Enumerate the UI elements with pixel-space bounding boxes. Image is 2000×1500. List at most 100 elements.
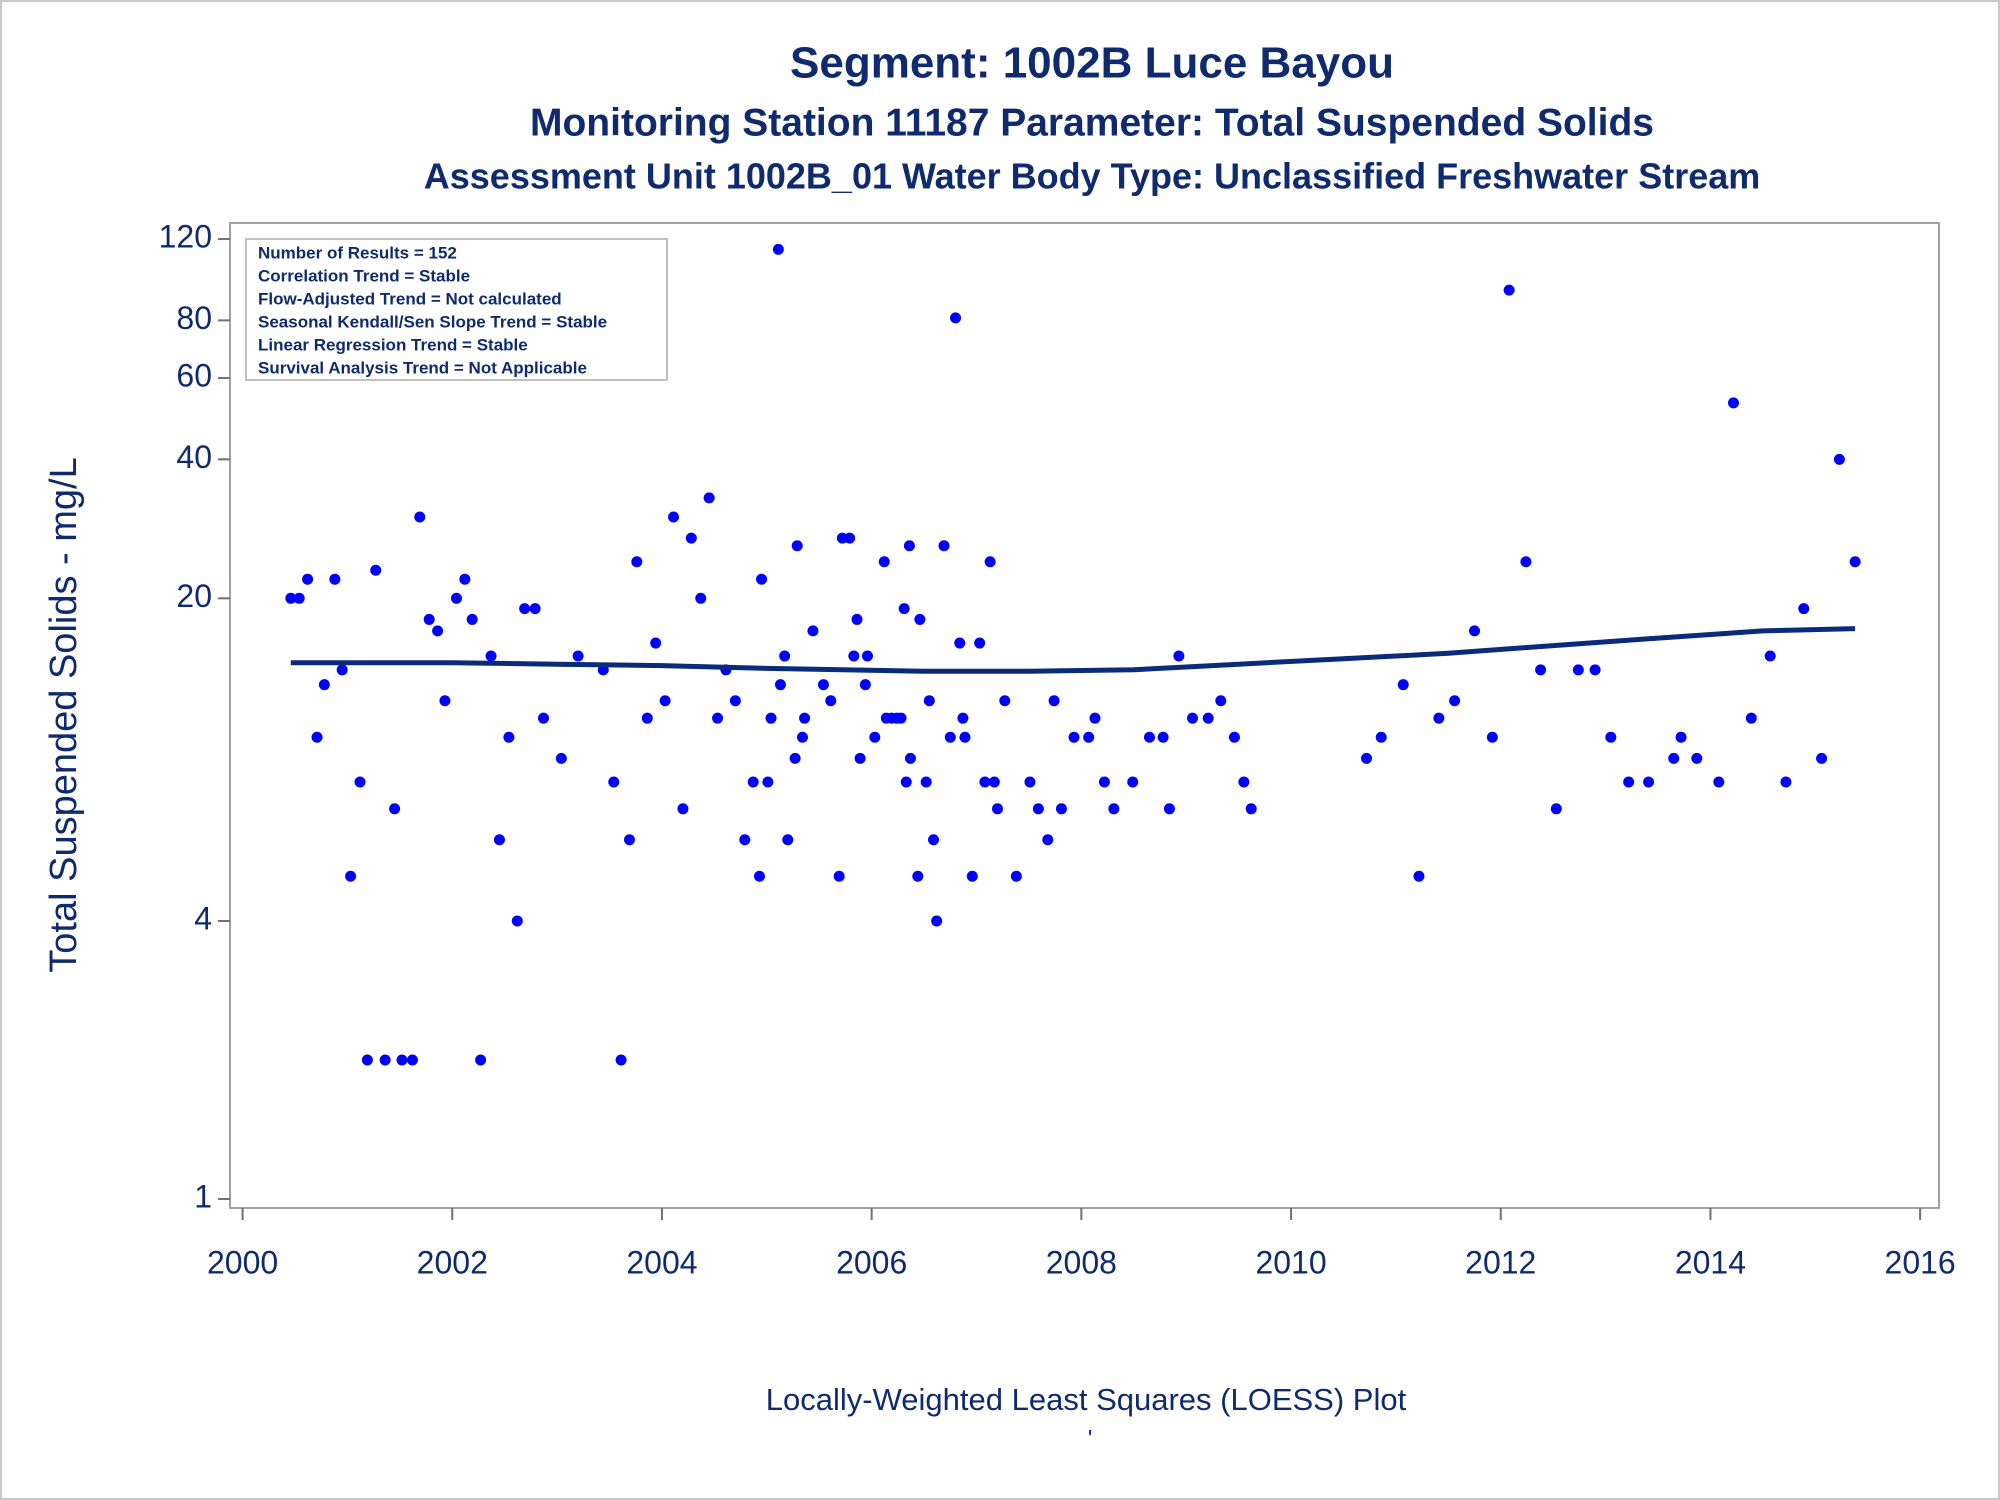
data-point	[1215, 695, 1227, 707]
data-point	[668, 511, 680, 523]
data-point	[459, 573, 471, 585]
plot-frame	[229, 222, 1940, 1209]
data-point	[928, 834, 940, 846]
data-point	[329, 573, 341, 585]
data-point	[1535, 664, 1547, 676]
data-point	[1849, 556, 1861, 568]
data-point	[772, 243, 784, 255]
data-point	[1728, 397, 1740, 409]
x-tick-label: 2004	[626, 1244, 697, 1280]
data-point	[747, 776, 759, 788]
data-point	[1173, 650, 1185, 662]
data-point	[944, 731, 956, 743]
data-point	[1589, 664, 1601, 676]
loess-line	[290, 626, 1856, 674]
data-point	[931, 915, 943, 927]
data-point	[796, 731, 808, 743]
data-point	[302, 573, 314, 585]
data-point	[869, 731, 881, 743]
data-point	[1605, 731, 1617, 743]
data-point	[685, 532, 697, 544]
data-point	[703, 492, 715, 504]
info-box	[245, 238, 668, 381]
y-tick-label: 40	[176, 439, 212, 475]
data-point	[1572, 664, 1584, 676]
data-point	[1503, 284, 1515, 296]
data-point	[859, 679, 871, 691]
data-point	[1713, 776, 1725, 788]
data-point	[923, 695, 935, 707]
data-point	[762, 776, 774, 788]
data-point	[1108, 803, 1120, 815]
data-point	[555, 752, 567, 764]
data-point	[966, 870, 978, 882]
info-line: Correlation Trend = Stable	[258, 266, 470, 285]
data-point	[615, 1054, 627, 1066]
data-point	[370, 564, 382, 576]
x-tick-label: 2006	[836, 1244, 907, 1280]
footnote: '	[1088, 1425, 1093, 1452]
data-point	[414, 511, 426, 523]
data-point	[1361, 752, 1373, 764]
info-line: Flow-Adjusted Trend = Not calculated	[258, 289, 562, 308]
data-point	[1238, 776, 1250, 788]
data-point	[1098, 776, 1110, 788]
data-point	[791, 540, 803, 552]
data-point	[999, 695, 1011, 707]
data-point	[1675, 731, 1687, 743]
data-point	[529, 603, 541, 615]
data-point	[898, 603, 910, 615]
data-point	[439, 695, 451, 707]
data-point	[608, 776, 620, 788]
data-point	[779, 650, 791, 662]
data-point	[789, 752, 801, 764]
data-point	[1055, 803, 1067, 815]
data-point	[361, 1054, 373, 1066]
data-point	[1798, 603, 1810, 615]
x-tick-label: 2010	[1255, 1244, 1326, 1280]
info-line: Survival Analysis Trend = Not Applicable	[258, 358, 587, 377]
data-point	[974, 637, 986, 649]
data-point	[396, 1054, 408, 1066]
x-tick-label: 2014	[1675, 1244, 1746, 1280]
data-point	[485, 650, 497, 662]
data-point	[1623, 776, 1635, 788]
data-point	[1245, 803, 1257, 815]
info-line: Number of Results = 152	[258, 243, 457, 262]
data-point	[519, 603, 531, 615]
data-point	[1048, 695, 1060, 707]
data-point	[695, 592, 707, 604]
data-point	[712, 712, 724, 724]
data-point	[572, 650, 584, 662]
data-point	[293, 592, 305, 604]
data-point	[895, 712, 907, 724]
data-point	[979, 776, 991, 788]
info-line: Seasonal Kendall/Sen Slope Trend = Stabl…	[258, 312, 607, 331]
data-point	[954, 637, 966, 649]
data-point	[848, 650, 860, 662]
data-point	[959, 731, 971, 743]
data-point	[432, 625, 444, 637]
data-point	[1643, 776, 1655, 788]
data-point	[957, 712, 969, 724]
data-point	[1469, 625, 1481, 637]
data-point	[756, 573, 768, 585]
data-point	[851, 613, 863, 625]
data-point	[1745, 712, 1757, 724]
data-point	[1186, 712, 1198, 724]
data-point	[537, 712, 549, 724]
chart-subtitle: Monitoring Station 11187 Parameter: Tota…	[530, 101, 1654, 144]
data-point	[659, 695, 671, 707]
x-tick-label: 2016	[1885, 1244, 1956, 1280]
data-point	[1691, 752, 1703, 764]
footnote: Locally-Weighted Least Squares (LOESS) P…	[766, 1382, 1407, 1417]
y-tick-label: 60	[176, 357, 212, 393]
data-point	[1068, 731, 1080, 743]
x-tick-label: 2008	[1046, 1244, 1117, 1280]
x-tick-label: 2002	[417, 1244, 488, 1280]
data-point	[1433, 712, 1445, 724]
data-point	[503, 731, 515, 743]
data-point	[1550, 803, 1562, 815]
data-point	[1089, 712, 1101, 724]
